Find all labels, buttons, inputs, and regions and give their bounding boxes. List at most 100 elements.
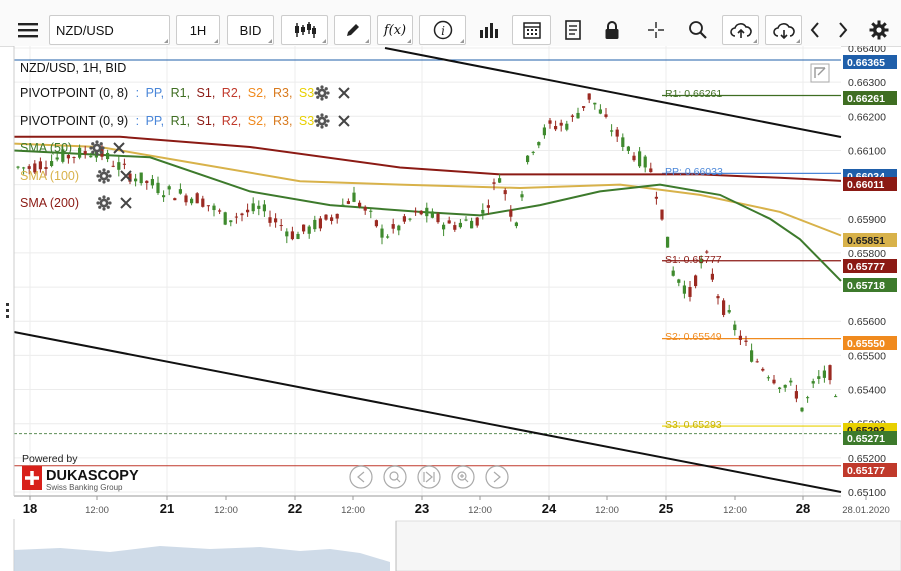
candle-body	[565, 123, 569, 130]
cloud-upload-icon	[729, 23, 752, 38]
candle-body	[694, 275, 698, 287]
drawing-tools-button[interactable]	[334, 15, 371, 45]
sidebar-grip[interactable]	[6, 303, 9, 318]
x-tick-label: 21	[160, 501, 174, 516]
price-tags: 0.663650.662610.660340.660110.658510.657…	[843, 55, 897, 477]
candle-body	[425, 207, 429, 217]
pivot1-s3: S3	[299, 86, 314, 100]
legend-sma200[interactable]: SMA (200)	[20, 196, 79, 210]
price-tag-label: 0.65851	[847, 235, 885, 247]
gear-icon[interactable]	[314, 85, 330, 101]
candle-body	[593, 102, 597, 105]
upload-button[interactable]	[722, 15, 759, 45]
y-tick-label: 0.66200	[848, 111, 886, 123]
zoom-button[interactable]	[682, 15, 714, 45]
legend-pivot-2[interactable]: PIVOTPOINT (0, 9) : PP, R1, S1, R2, S2, …	[20, 114, 314, 128]
legend-sma50[interactable]: SMA (50)	[20, 141, 72, 155]
chevron-left-icon	[810, 22, 819, 38]
gear-icon[interactable]	[96, 195, 112, 211]
candle-body	[778, 387, 782, 389]
legend-sma100[interactable]: SMA (100)	[20, 169, 79, 183]
close-icon[interactable]	[338, 87, 350, 99]
symbol-select[interactable]: NZD/USD	[49, 15, 170, 45]
candle-body	[559, 122, 563, 126]
candle-body	[682, 285, 686, 294]
crosshair-button[interactable]	[640, 15, 672, 45]
x-tick-label: 12:00	[595, 505, 619, 516]
candle-body	[772, 379, 776, 384]
candle-body	[302, 224, 306, 232]
indicators-button[interactable]: f(x)	[377, 15, 413, 45]
legend-pivot-1[interactable]: PIVOTPOINT (0, 8) : PP, R1, S1, R2, S2, …	[20, 86, 314, 100]
info-icon: i	[433, 20, 452, 40]
upper-trendline[interactable]	[384, 47, 842, 138]
candle-body	[660, 209, 664, 220]
x-tick-label: 12:00	[341, 505, 365, 516]
lock-button[interactable]	[596, 15, 628, 45]
expand-icon[interactable]	[810, 63, 830, 83]
plot-area	[14, 46, 841, 496]
candle-body	[296, 233, 300, 239]
pivot1-r1: R1,	[171, 86, 190, 100]
close-icon[interactable]	[338, 115, 350, 127]
calendar-button[interactable]	[512, 15, 551, 45]
candle-body	[789, 380, 793, 383]
gear-icon[interactable]	[89, 140, 105, 156]
candle-body	[358, 202, 362, 207]
pan-right-icon[interactable]	[485, 465, 509, 489]
close-icon[interactable]	[120, 197, 132, 209]
scroll-right-button[interactable]	[832, 15, 854, 45]
document-icon	[565, 20, 581, 40]
gear-icon[interactable]	[314, 113, 330, 129]
settings-button[interactable]	[865, 15, 893, 45]
candle-body	[811, 381, 815, 384]
candle-body	[218, 210, 222, 212]
candle-body	[794, 391, 798, 399]
close-icon[interactable]	[113, 142, 125, 154]
lower-trendline[interactable]	[13, 331, 842, 493]
candle-body	[615, 129, 619, 137]
candle-body	[755, 361, 759, 363]
reset-zoom-icon[interactable]	[417, 465, 441, 489]
candle-body	[240, 213, 244, 216]
candle-body	[369, 210, 373, 212]
legend-controls	[89, 85, 350, 211]
volume-button[interactable]	[472, 15, 506, 45]
timeframe-select[interactable]: 1H	[176, 15, 220, 45]
candle-body	[156, 182, 160, 194]
price-tag: 0.66365	[843, 55, 897, 69]
scroll-left-button[interactable]	[804, 15, 826, 45]
info-button[interactable]: i	[419, 15, 466, 45]
candle-body	[542, 127, 546, 136]
y-tick-label: 0.65600	[848, 316, 886, 328]
price-side-select[interactable]: BID	[227, 15, 274, 45]
gear-icon[interactable]	[96, 168, 112, 184]
candle-type-button[interactable]	[281, 15, 328, 45]
pivot2-s1: S1,	[197, 114, 216, 128]
candle-body	[520, 194, 524, 198]
zoom-out-icon[interactable]	[383, 465, 407, 489]
crosshair-icon	[648, 22, 664, 38]
y-tick-label: 0.65100	[848, 487, 886, 499]
zoom-in-icon[interactable]	[451, 465, 475, 489]
navigator-window[interactable]	[395, 520, 901, 571]
hamburger-menu-icon[interactable]	[12, 15, 44, 45]
navigator[interactable]	[0, 519, 901, 571]
candle-body	[576, 112, 580, 119]
candle-body	[526, 155, 530, 163]
pan-left-icon[interactable]	[349, 465, 373, 489]
candle-body	[710, 273, 714, 280]
candle-body	[733, 324, 737, 331]
x-tick-label: 25	[659, 501, 673, 516]
download-button[interactable]	[765, 15, 802, 45]
y-tick-label: 0.65800	[848, 248, 886, 260]
candle-body	[744, 340, 748, 342]
candle-body	[335, 213, 339, 219]
price-chart[interactable]: R1: 0.66261 PP: 0.66033 S1: 0.65777 S2: …	[0, 46, 901, 519]
price-tag: 0.65271	[843, 431, 897, 445]
candle-body	[458, 222, 462, 228]
drawing-pen-icon	[346, 24, 359, 36]
close-icon[interactable]	[120, 170, 132, 182]
report-button[interactable]	[557, 15, 589, 45]
candle-body	[834, 396, 838, 398]
